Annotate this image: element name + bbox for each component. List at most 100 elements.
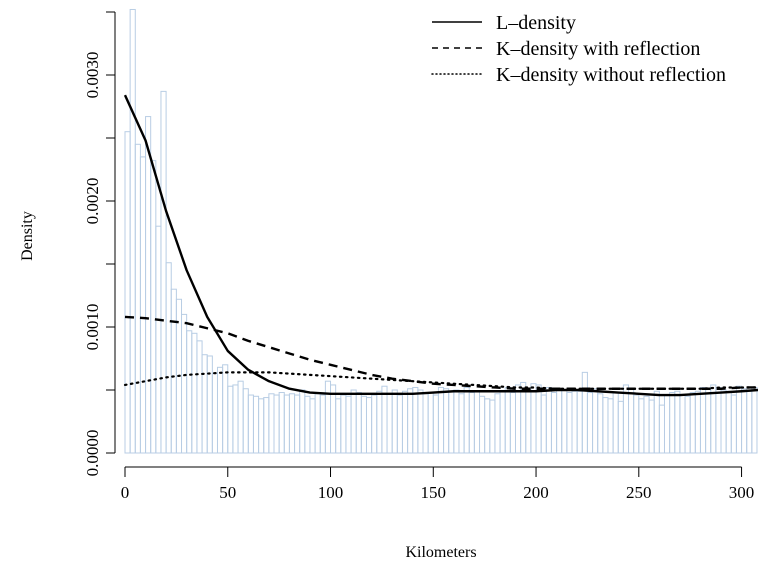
histogram-bar	[514, 384, 522, 454]
histogram-bar	[622, 384, 630, 454]
histogram-bar	[155, 225, 162, 454]
histogram-bar	[648, 399, 655, 454]
histogram-bar	[643, 395, 650, 454]
histogram-bar	[566, 392, 573, 454]
histogram-bar	[735, 385, 743, 454]
histogram-bar	[216, 366, 224, 454]
histogram-bar	[530, 383, 537, 454]
histogram-bar	[453, 389, 460, 454]
histogram-bars	[124, 8, 758, 454]
y-tick-label: 0.0000	[83, 430, 102, 477]
histogram-bar	[258, 398, 265, 454]
histogram-bar	[401, 390, 409, 454]
x-tick-label: 0	[121, 483, 130, 502]
histogram-bar	[540, 394, 547, 454]
histogram-bar	[689, 392, 696, 454]
histogram-bar	[607, 398, 614, 454]
histogram-bar	[504, 386, 511, 454]
histogram-bar	[263, 397, 270, 454]
histogram-bar	[124, 131, 131, 454]
histogram-bar	[586, 392, 594, 454]
histogram-bar	[705, 388, 712, 454]
histogram-bar	[345, 395, 352, 454]
histogram-bar	[299, 389, 306, 454]
legend-label: K–density with reflection	[496, 38, 700, 60]
histogram-bar	[710, 384, 717, 454]
histogram-bar	[211, 373, 218, 454]
histogram-bar	[381, 385, 388, 454]
density-line-dotted	[123, 371, 758, 390]
histogram-bar	[556, 388, 563, 454]
histogram-bar	[443, 388, 450, 454]
histogram-bar	[458, 393, 465, 454]
histogram-bar	[571, 390, 578, 454]
histogram-bar	[674, 390, 681, 454]
histogram-bar	[335, 398, 342, 454]
histogram-bar	[730, 394, 737, 454]
y-tick-label: 0.0010	[83, 304, 102, 351]
axes: 0 50 100 150 200 250 300 0.0000 0.0010 0.0020 0.00…	[83, 11, 755, 502]
histogram-bar	[412, 386, 419, 454]
histogram-bar	[535, 384, 542, 454]
histogram-bar	[196, 340, 203, 454]
histogram-bar	[355, 392, 362, 454]
histogram-bar	[437, 386, 445, 454]
histogram-bar	[520, 381, 527, 454]
histogram-bar	[134, 143, 141, 454]
histogram-bar	[545, 386, 552, 454]
x-tick-label: 150	[421, 483, 447, 502]
histogram-bar	[201, 354, 208, 454]
histogram-bar	[561, 389, 568, 454]
histogram-bar	[684, 395, 691, 454]
histogram-bar	[227, 385, 234, 454]
histogram-bar	[463, 386, 470, 454]
density-line-solid	[123, 94, 758, 397]
histogram-bar	[468, 392, 475, 454]
x-tick-label: 50	[219, 483, 236, 502]
x-axis-title: Kilometers	[405, 544, 476, 561]
histogram-bar	[479, 395, 486, 454]
histogram-bar	[612, 392, 619, 454]
histogram-bar	[417, 389, 424, 454]
histogram-bar	[741, 388, 748, 454]
x-tick-label: 300	[729, 483, 755, 502]
histogram-bar	[499, 390, 506, 454]
histogram-bar	[129, 8, 136, 454]
histogram-bar	[288, 393, 296, 454]
histogram-bar	[319, 394, 326, 454]
histogram-bar	[422, 393, 429, 454]
histogram-bar	[139, 156, 147, 454]
histogram-bar	[376, 390, 383, 454]
histogram-bar	[489, 399, 496, 454]
histogram-bar	[237, 380, 244, 454]
density-line-dashed	[124, 315, 758, 390]
histogram-bar	[694, 390, 701, 454]
histogram-bar	[658, 404, 665, 454]
histogram-bar	[232, 384, 239, 454]
histogram-bar	[191, 332, 198, 454]
x-tick-label: 100	[318, 483, 344, 502]
histogram-bar	[725, 390, 732, 454]
histogram-bar	[663, 394, 671, 454]
histogram-bar	[633, 394, 640, 454]
histogram-bar	[242, 388, 249, 454]
histogram-bar	[746, 390, 753, 454]
histogram-bar	[278, 392, 285, 454]
histogram-bar	[525, 389, 532, 454]
histogram-bar	[391, 389, 398, 454]
x-tick-label: 250	[626, 483, 652, 502]
histogram-bar	[407, 388, 414, 454]
histogram-bar	[314, 393, 321, 454]
histogram-bar	[360, 395, 367, 454]
histogram-bar	[350, 389, 357, 454]
histogram-bar	[396, 394, 403, 454]
histogram-bar	[247, 394, 254, 454]
histogram-bar	[304, 395, 311, 454]
histogram-bar	[581, 371, 588, 454]
histogram-bar	[473, 390, 481, 454]
histogram-bar	[427, 392, 434, 454]
histogram-bar	[576, 390, 583, 454]
histogram-bar	[330, 384, 337, 454]
histogram-bar	[602, 397, 609, 454]
histogram-bar	[340, 394, 347, 454]
